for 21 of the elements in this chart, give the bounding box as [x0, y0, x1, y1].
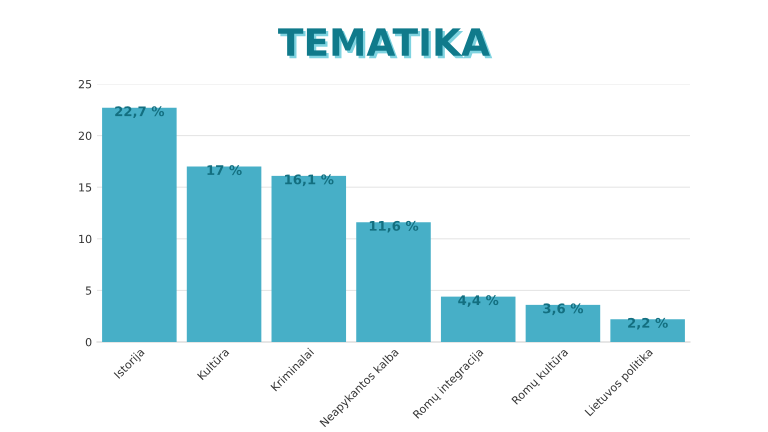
- data-label: 2,2 %: [628, 318, 668, 330]
- data-label: 22,7 %: [115, 106, 164, 118]
- data-label: 3,6 %: [543, 303, 584, 316]
- data-label: 4,4 %: [458, 295, 498, 307]
- bar: [610, 319, 685, 342]
- bar: [186, 166, 262, 342]
- data-label: 11,6 %: [370, 220, 418, 233]
- y-tick-label: 20: [78, 132, 92, 140]
- y-tick-label: 25: [78, 80, 92, 88]
- y-tick-label: 5: [86, 286, 92, 295]
- y-tick-label: 10: [79, 234, 92, 244]
- data-label: 16,1 %: [285, 174, 334, 186]
- bar: [102, 108, 177, 342]
- y-tick-label: 0: [86, 338, 92, 346]
- chart-title: TEMATIKA: [280, 30, 492, 58]
- bar: [440, 296, 516, 342]
- bar: [272, 176, 346, 342]
- y-tick-label: 15: [79, 183, 92, 192]
- bar: [356, 222, 431, 342]
- bar: [526, 304, 600, 342]
- data-label: 17 %: [207, 165, 242, 176]
